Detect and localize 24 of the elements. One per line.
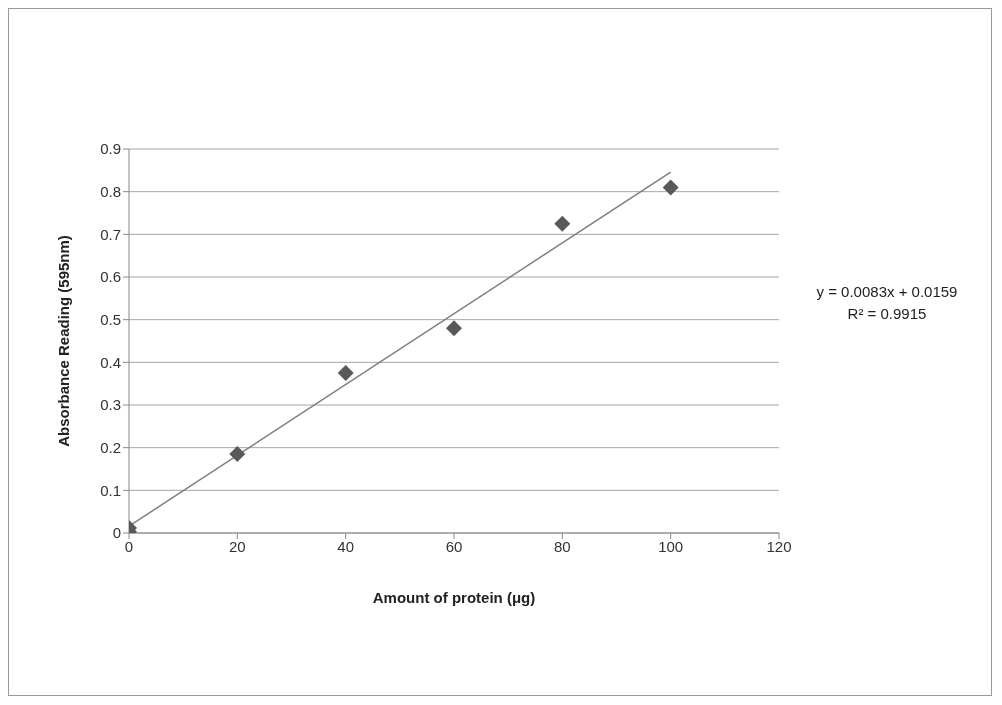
point [662,179,679,196]
y-tick-label: 0.8 [100,182,121,200]
y-tick-label: 0.4 [100,353,121,371]
y-tick-label: 0.7 [100,225,121,243]
y-tick-label: 0 [112,524,121,542]
y-tick-label: 0.3 [100,396,121,414]
point [554,215,571,232]
x-tick-label: 0 [124,537,134,555]
x-tick-label: 120 [766,537,792,555]
x-axis-title: Amount of protein (μg) [372,589,536,606]
y-tick-label: 0.6 [100,268,121,286]
x-tick-label: 80 [553,537,571,555]
x-tick-label: 40 [337,537,355,555]
text: R² = 0.9915 [846,304,928,324]
y-axis-title: Absorbance Reading (595nm) [55,235,73,447]
x-tick-label: 100 [658,537,684,555]
y-tick-label: 0.5 [100,310,121,328]
x-tick-label: 60 [445,537,463,555]
x-tick-label: 20 [228,537,246,555]
point [446,320,462,337]
y-tick-label: 0.9 [100,140,121,158]
y-tick-label: 0.1 [100,481,121,499]
y-tick-label: 0.2 [100,438,121,456]
text: y = 0.0083x + 0.0159 [815,282,959,302]
